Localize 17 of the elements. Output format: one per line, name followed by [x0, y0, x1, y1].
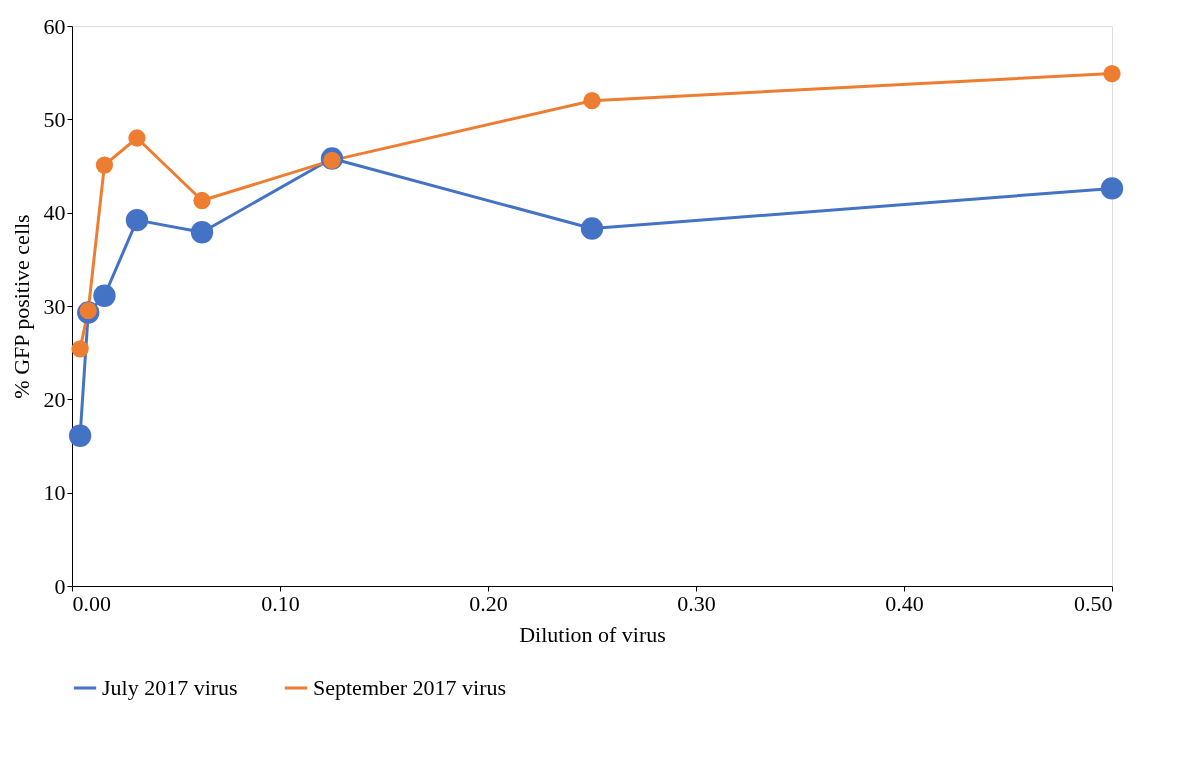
y-tick-label: 20 [43, 386, 66, 412]
x-tick-label: 0.10 [261, 590, 300, 616]
x-tick-label: 0.00 [72, 590, 111, 616]
x-tick-label: 0.40 [885, 590, 924, 616]
legend-label: September 2017 virus [313, 675, 507, 700]
x-tick-label: 0.30 [677, 590, 716, 616]
y-tick-label: 50 [43, 106, 66, 132]
y-tick-label: 30 [43, 293, 66, 319]
y-tick-label: 10 [43, 480, 66, 506]
y-tick-label: 40 [43, 200, 66, 226]
legend-label: July 2017 virus [102, 675, 238, 700]
x-tick-label: 0.50 [1074, 590, 1113, 616]
x-axis-title: Dilution of virus [519, 621, 666, 647]
y-axis-title: % GFP positive cells [8, 214, 34, 399]
x-tick-label: 0.20 [469, 590, 508, 616]
y-tick-label: 60 [43, 13, 66, 39]
y-tick-label: 0 [54, 573, 66, 599]
